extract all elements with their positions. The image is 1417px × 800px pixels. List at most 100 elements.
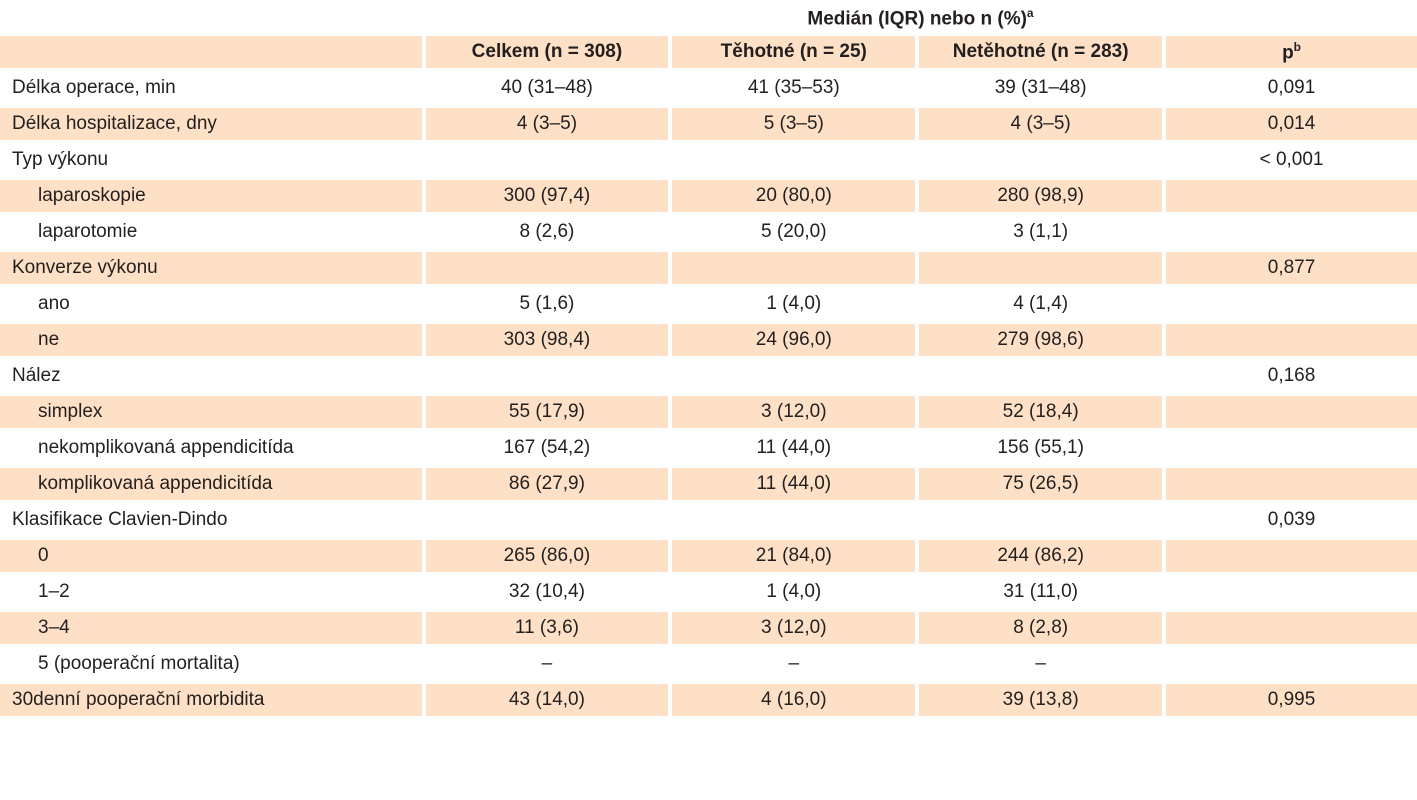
cell-celkem: 40 (31–48) (425, 72, 669, 104)
row-label: nekomplikovaná appendicitída (0, 432, 422, 464)
results-table-body: Celkem (n = 308) Těhotné (n = 25) Netěho… (0, 36, 1417, 716)
cell-p (1166, 468, 1417, 500)
row-label: Klasifikace Clavien-Dindo (0, 504, 422, 536)
results-table: Celkem (n = 308) Těhotné (n = 25) Netěho… (0, 32, 1417, 720)
cell-p: 0,168 (1166, 360, 1417, 392)
table-row: Typ výkonu < 0,001 (0, 144, 1417, 176)
row-label: ano (0, 288, 422, 320)
cell-netehotne: 31 (11,0) (919, 576, 1163, 608)
cell-netehotne: 280 (98,9) (919, 180, 1163, 212)
table-row: simplex 55 (17,9) 3 (12,0) 52 (18,4) (0, 396, 1417, 428)
row-label: simplex (0, 396, 422, 428)
table-row: ne 303 (98,4) 24 (96,0) 279 (98,6) (0, 324, 1417, 356)
cell-celkem: 55 (17,9) (425, 396, 669, 428)
table-row: nekomplikovaná appendicitída 167 (54,2) 11… (0, 432, 1417, 464)
table-row: Nález 0,168 (0, 360, 1417, 392)
column-header-p: pb (1166, 36, 1417, 68)
cell-tehotne: 1 (4,0) (672, 288, 916, 320)
cell-celkem: 5 (1,6) (425, 288, 669, 320)
row-label: laparoskopie (0, 180, 422, 212)
cell-netehotne (919, 504, 1163, 536)
cell-celkem: 32 (10,4) (425, 576, 669, 608)
column-header-netehotne: Netěhotné (n = 283) (919, 36, 1163, 68)
cell-netehotne: 39 (31–48) (919, 72, 1163, 104)
table-row: laparoskopie 300 (97,4) 20 (80,0) 280 (98,9… (0, 180, 1417, 212)
cell-tehotne: 3 (12,0) (672, 396, 916, 428)
cell-p (1166, 648, 1417, 680)
cell-celkem: 11 (3,6) (425, 612, 669, 644)
cell-netehotne: 3 (1,1) (919, 216, 1163, 248)
cell-p: 0,995 (1166, 684, 1417, 716)
cell-netehotne: 279 (98,6) (919, 324, 1163, 356)
cell-tehotne (672, 504, 916, 536)
cell-tehotne (672, 252, 916, 284)
row-label: Délka hospitalizace, dny (0, 108, 422, 140)
cell-p (1166, 612, 1417, 644)
cell-tehotne: 11 (44,0) (672, 432, 916, 464)
cell-celkem (425, 504, 669, 536)
cell-tehotne: 41 (35–53) (672, 72, 916, 104)
group-header-sup: a (1026, 5, 1034, 20)
cell-celkem (425, 360, 669, 392)
cell-celkem: 86 (27,9) (425, 468, 669, 500)
table-row: 0 265 (86,0) 21 (84,0) 244 (86,2) (0, 540, 1417, 572)
group-header: Medián (IQR) nebo n (%)a (424, 6, 1417, 30)
cell-tehotne: 5 (20,0) (672, 216, 916, 248)
cell-netehotne: 4 (3–5) (919, 108, 1163, 140)
cell-celkem: 8 (2,6) (425, 216, 669, 248)
row-label: 3–4 (0, 612, 422, 644)
column-header-row: Celkem (n = 308) Těhotné (n = 25) Netěho… (0, 36, 1417, 68)
cell-p (1166, 216, 1417, 248)
table-row: laparotomie 8 (2,6) 5 (20,0) 3 (1,1) (0, 216, 1417, 248)
cell-celkem: – (425, 648, 669, 680)
cell-p: 0,014 (1166, 108, 1417, 140)
row-label: Nález (0, 360, 422, 392)
row-label: 1–2 (0, 576, 422, 608)
row-label: 5 (pooperační mortalita) (0, 648, 422, 680)
cell-p (1166, 288, 1417, 320)
cell-netehotne (919, 360, 1163, 392)
group-header-row: Medián (IQR) nebo n (%)a (0, 0, 1417, 36)
cell-celkem: 303 (98,4) (425, 324, 669, 356)
table-row: komplikovaná appendicitída 86 (27,9) 11 (4… (0, 468, 1417, 500)
table-row: Délka operace, min 40 (31–48) 41 (35–53) 39… (0, 72, 1417, 104)
row-label: komplikovaná appendicitída (0, 468, 422, 500)
cell-netehotne: 39 (13,8) (919, 684, 1163, 716)
cell-tehotne: 4 (16,0) (672, 684, 916, 716)
table-row: ano 5 (1,6) 1 (4,0) 4 (1,4) (0, 288, 1417, 320)
column-header-label (0, 36, 422, 68)
cell-p (1166, 432, 1417, 464)
table-row: Konverze výkonu 0,877 (0, 252, 1417, 284)
cell-tehotne: 5 (3–5) (672, 108, 916, 140)
cell-tehotne: 11 (44,0) (672, 468, 916, 500)
cell-tehotne: 21 (84,0) (672, 540, 916, 572)
cell-tehotne (672, 144, 916, 176)
column-header-celkem: Celkem (n = 308) (425, 36, 669, 68)
cell-p (1166, 180, 1417, 212)
table-row: Klasifikace Clavien-Dindo 0,039 (0, 504, 1417, 536)
cell-celkem: 4 (3–5) (425, 108, 669, 140)
cell-p (1166, 324, 1417, 356)
cell-netehotne: 8 (2,8) (919, 612, 1163, 644)
cell-netehotne (919, 252, 1163, 284)
cell-netehotne: – (919, 648, 1163, 680)
row-label: ne (0, 324, 422, 356)
cell-p (1166, 576, 1417, 608)
cell-netehotne: 4 (1,4) (919, 288, 1163, 320)
cell-celkem: 43 (14,0) (425, 684, 669, 716)
table-row: 3–4 11 (3,6) 3 (12,0) 8 (2,8) (0, 612, 1417, 644)
row-label: laparotomie (0, 216, 422, 248)
cell-netehotne: 156 (55,1) (919, 432, 1163, 464)
row-label: Typ výkonu (0, 144, 422, 176)
row-label: 30denní pooperační morbidita (0, 684, 422, 716)
cell-p: 0,877 (1166, 252, 1417, 284)
cell-p (1166, 540, 1417, 572)
group-header-text: Medián (IQR) nebo n (%) (807, 8, 1027, 30)
cell-tehotne: – (672, 648, 916, 680)
row-label: Konverze výkonu (0, 252, 422, 284)
table-row: 30denní pooperační morbidita 43 (14,0) 4 (… (0, 684, 1417, 716)
cell-tehotne: 3 (12,0) (672, 612, 916, 644)
row-label: 0 (0, 540, 422, 572)
cell-tehotne: 24 (96,0) (672, 324, 916, 356)
